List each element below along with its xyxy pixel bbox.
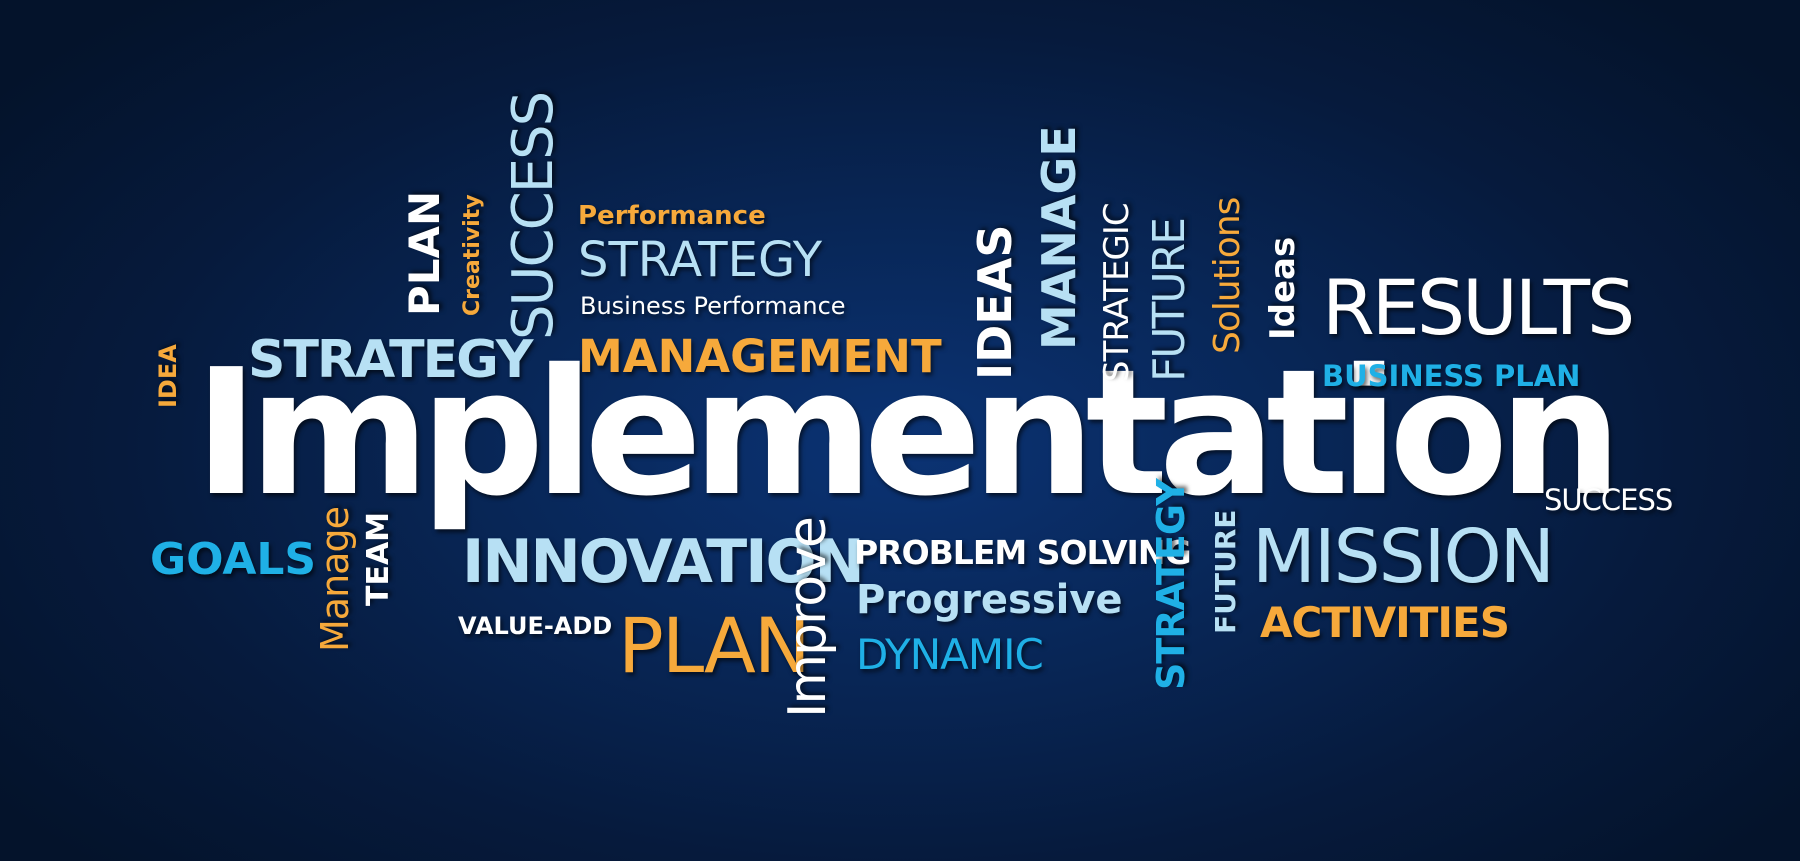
word-manage-vertical: MANAGE bbox=[1032, 125, 1086, 350]
word-value-add: VALUE-ADD bbox=[458, 612, 613, 640]
word-strategy-vertical: STRATEGY bbox=[1149, 479, 1193, 690]
word-success-vertical: SUCCESS bbox=[501, 92, 566, 340]
word-goals: GOALS bbox=[150, 534, 317, 585]
word-plan-bottom: PLAN bbox=[618, 601, 811, 690]
word-business-plan: BUSINESS PLAN bbox=[1322, 359, 1581, 393]
word-ideas-vertical: IDEAS bbox=[968, 224, 1022, 380]
word-future-bottom: FUTURE bbox=[1209, 509, 1242, 634]
word-implementation: Implementation bbox=[194, 332, 1622, 535]
word-progressive: Progressive bbox=[856, 577, 1123, 623]
word-innovation: INNOVATION bbox=[462, 527, 865, 597]
word-team: TEAM bbox=[361, 511, 396, 606]
word-success-right: SUCCESS bbox=[1544, 483, 1673, 517]
word-business-performance: Business Performance bbox=[580, 292, 846, 320]
word-ideas-lower: Ideas bbox=[1263, 236, 1303, 340]
word-problem-solving: PROBLEM SOLVING bbox=[854, 533, 1192, 572]
word-results: RESULTS bbox=[1322, 263, 1635, 352]
word-creativity: Creativity bbox=[460, 194, 485, 316]
word-performance: Performance bbox=[578, 201, 766, 231]
word-improve: Improve bbox=[778, 518, 838, 718]
word-solutions: Solutions bbox=[1207, 197, 1248, 354]
word-mission: MISSION bbox=[1252, 514, 1555, 600]
word-future-top: FUTURE bbox=[1144, 219, 1195, 382]
word-strategy-top: STRATEGY bbox=[578, 232, 823, 288]
word-management: MANAGEMENT bbox=[578, 330, 942, 383]
word-dynamic: DYNAMIC bbox=[856, 630, 1044, 679]
word-plan-vertical: PLAN bbox=[400, 190, 449, 316]
word-strategy-left: STRATEGY bbox=[248, 330, 533, 390]
word-idea: IDEA bbox=[154, 344, 182, 408]
word-strategic: STRATEGIC bbox=[1097, 203, 1137, 382]
word-activities: ACTIVITIES bbox=[1260, 598, 1510, 647]
word-manage-lower: Manage bbox=[313, 507, 357, 652]
